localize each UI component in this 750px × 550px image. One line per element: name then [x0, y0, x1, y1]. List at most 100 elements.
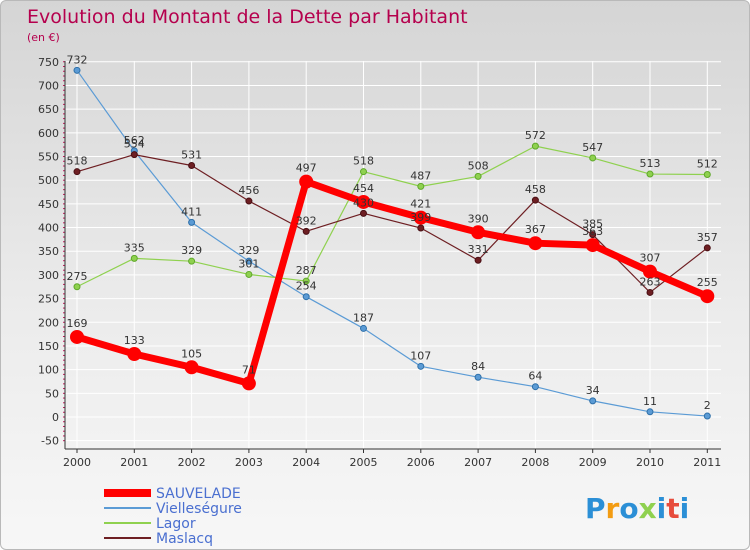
data-label-maslacq: 331	[468, 243, 489, 256]
point-maslacq	[302, 227, 310, 235]
data-label-viellesegure: 732	[67, 53, 88, 66]
point-lagor	[703, 171, 711, 179]
data-label-sauvelade: 421	[410, 198, 431, 211]
point-viellesegure	[703, 412, 711, 420]
data-label-lagor: 512	[697, 158, 718, 171]
data-label-maslacq: 263	[640, 275, 661, 288]
x-tick-label: 2005	[350, 456, 378, 469]
point-sauvelade	[413, 210, 428, 225]
point-sauvelade	[184, 360, 199, 375]
x-tick-label: 2004	[292, 456, 320, 469]
point-maslacq	[130, 151, 138, 159]
point-sauvelade	[241, 376, 256, 391]
point-viellesegure	[360, 324, 367, 332]
y-tick-label: 250	[38, 293, 59, 306]
data-label-lagor: 508	[468, 159, 489, 172]
data-label-viellesegure: 107	[410, 349, 431, 362]
data-label-lagor: 335	[124, 241, 145, 254]
data-label-maslacq: 385	[582, 218, 603, 231]
y-tick-label: 150	[38, 340, 59, 353]
data-label-maslacq: 518	[67, 155, 88, 168]
legend-label-viellesegure: Vielleségure	[156, 501, 242, 517]
point-sauvelade	[299, 174, 314, 189]
data-label-sauvelade: 454	[353, 182, 374, 195]
point-viellesegure	[245, 257, 253, 265]
y-tick-label: 0	[52, 411, 59, 424]
point-viellesegure	[531, 383, 539, 391]
y-tick-label: 300	[38, 269, 59, 282]
data-label-maslacq: 392	[296, 214, 317, 227]
x-tick-label: 2008	[521, 456, 549, 469]
point-viellesegure	[302, 293, 310, 301]
data-label-lagor: 487	[410, 169, 431, 182]
data-label-viellesegure: 411	[181, 205, 202, 218]
point-sauvelade	[585, 238, 600, 253]
data-label-sauvelade: 307	[640, 252, 661, 265]
chart-title: Evolution du Montant de la Dette par Hab…	[27, 6, 468, 28]
logo-text: Proxiti	[585, 492, 689, 525]
data-label-sauvelade: 71	[242, 363, 256, 376]
data-label-sauvelade: 497	[296, 162, 317, 175]
data-label-viellesegure: 11	[643, 395, 657, 408]
legend-label-lagor: Lagor	[156, 516, 196, 532]
point-sauvelade	[356, 194, 371, 209]
x-tick-label: 2011	[693, 456, 721, 469]
axis-layer: 7507006506005505004504003503002502001501…	[38, 56, 721, 469]
data-label-maslacq: 430	[353, 196, 374, 209]
data-label-lagor: 518	[353, 155, 374, 168]
point-lagor	[474, 172, 482, 180]
proxiti-logo: Proxiti	[585, 492, 689, 525]
data-label-maslacq: 531	[181, 149, 202, 162]
data-label-maslacq: 458	[525, 183, 546, 196]
series-layer	[70, 66, 715, 420]
point-lagor	[73, 283, 81, 291]
point-maslacq	[245, 197, 253, 205]
point-lagor	[531, 142, 539, 150]
point-sauvelade	[471, 225, 486, 240]
point-sauvelade	[643, 264, 657, 279]
data-label-sauvelade: 105	[181, 347, 202, 360]
data-label-maslacq: 399	[410, 211, 431, 224]
point-viellesegure	[417, 362, 425, 370]
data-label-sauvelade: 363	[582, 225, 603, 238]
data-label-viellesegure: 329	[238, 244, 259, 257]
y-tick-label: 200	[38, 316, 59, 329]
y-tick-label: 750	[38, 56, 59, 69]
point-lagor	[360, 168, 367, 176]
point-lagor	[130, 254, 138, 262]
data-label-viellesegure: 64	[528, 370, 542, 383]
series-line-viellesegure	[76, 69, 708, 417]
series-line-maslacq	[76, 154, 708, 294]
x-tick-label: 2001	[120, 456, 148, 469]
y-tick-label: 100	[38, 364, 59, 377]
data-label-viellesegure: 187	[353, 311, 374, 324]
grid-layer	[65, 61, 721, 449]
data-label-maslacq: 456	[238, 184, 259, 197]
data-label-viellesegure: 84	[471, 360, 485, 373]
data-label-lagor: 275	[67, 270, 88, 283]
point-maslacq	[589, 231, 597, 239]
data-label-viellesegure: 254	[296, 280, 317, 293]
y-tick-label: 400	[38, 222, 59, 235]
point-maslacq	[703, 244, 711, 252]
y-tick-label: 600	[38, 127, 59, 140]
point-maslacq	[531, 196, 539, 204]
data-label-maslacq: 554	[124, 138, 145, 151]
data-label-sauvelade: 255	[697, 276, 718, 289]
point-maslacq	[360, 209, 367, 217]
x-tick-label: 2010	[636, 456, 664, 469]
point-lagor	[188, 257, 196, 265]
chart-subtitle: (en €)	[27, 31, 60, 44]
point-viellesegure	[474, 373, 482, 381]
point-maslacq	[417, 224, 425, 232]
x-tick-label: 2006	[407, 456, 435, 469]
y-tick-label: 50	[45, 387, 59, 400]
legend-label-maslacq: Maslacq	[156, 531, 213, 547]
data-label-lagor: 287	[296, 264, 317, 277]
data-label-sauvelade: 390	[468, 212, 489, 225]
point-lagor	[646, 170, 654, 178]
